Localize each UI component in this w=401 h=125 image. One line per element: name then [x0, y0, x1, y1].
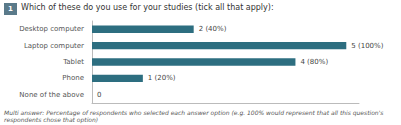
- svg-text:2 (40%): 2 (40%): [199, 25, 227, 33]
- svg-text:5 (100%): 5 (100%): [351, 42, 383, 50]
- svg-text:Which of these do you use for: Which of these do you use for your studi…: [21, 3, 274, 12]
- svg-text:respondents chose that option): respondents chose that option): [4, 116, 98, 124]
- svg-text:None of the above: None of the above: [19, 91, 84, 99]
- svg-text:1 (20%): 1 (20%): [148, 74, 176, 82]
- svg-text:4 (80%): 4 (80%): [300, 58, 328, 66]
- svg-text:Laptop computer: Laptop computer: [24, 42, 84, 50]
- svg-text:0: 0: [97, 91, 101, 99]
- svg-text:1: 1: [8, 5, 13, 13]
- svg-text:Phone: Phone: [62, 74, 84, 82]
- svg-text:Desktop computer: Desktop computer: [19, 25, 84, 33]
- svg-text:Tablet: Tablet: [62, 58, 84, 66]
- svg-text:Multi answer: Percentage of re: Multi answer: Percentage of respondents …: [4, 109, 386, 116]
